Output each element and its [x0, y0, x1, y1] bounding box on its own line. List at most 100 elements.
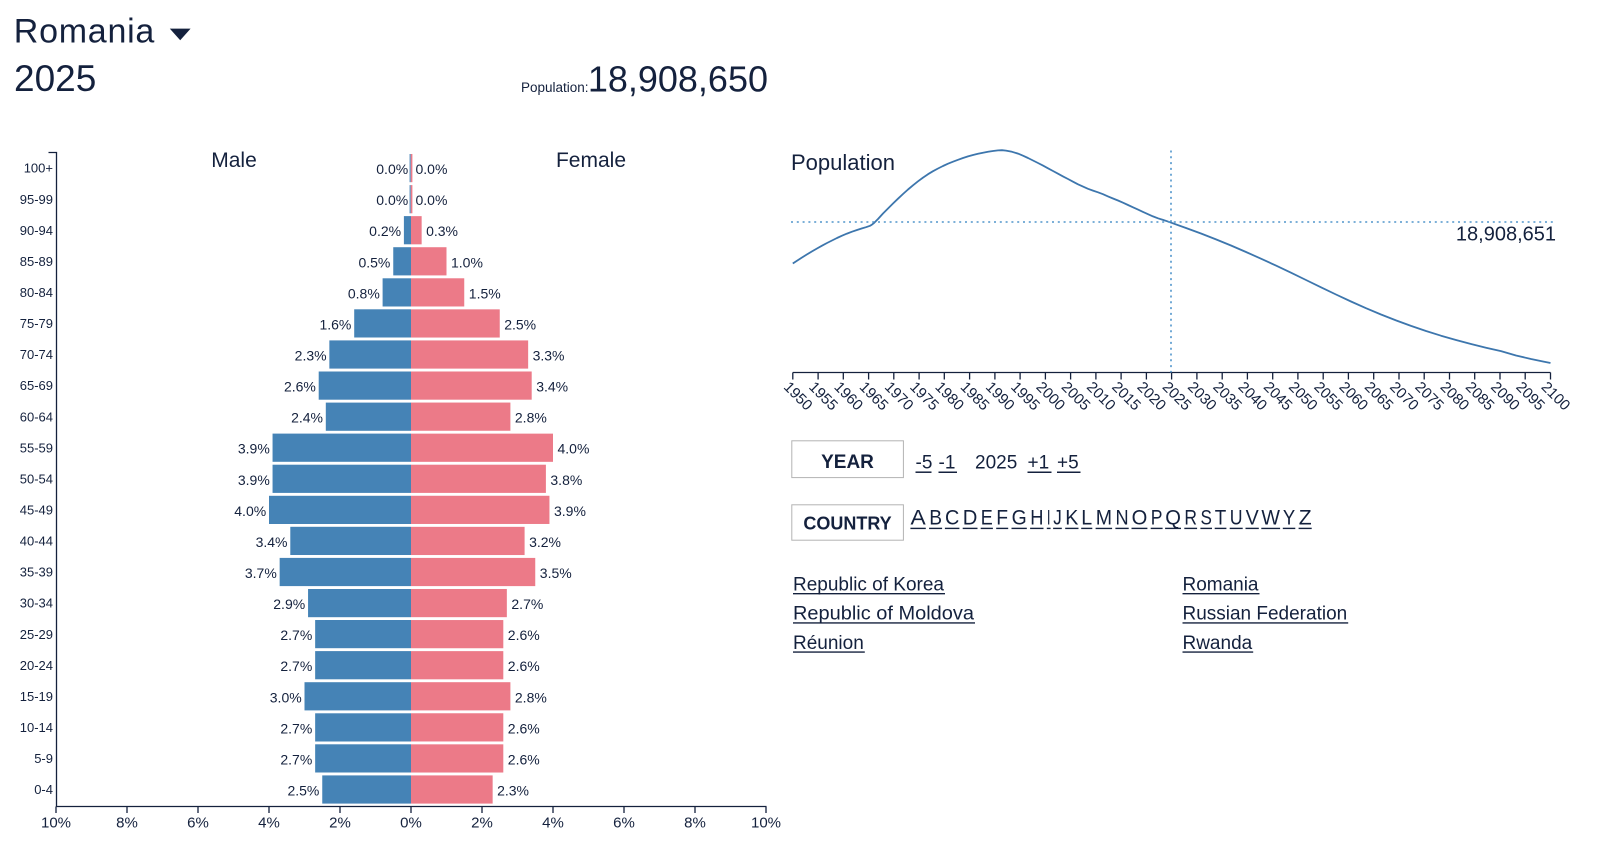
svg-text:3.0%: 3.0%	[270, 689, 302, 705]
svg-text:4%: 4%	[542, 815, 564, 832]
svg-text:2.7%: 2.7%	[280, 627, 312, 643]
svg-text:70-74: 70-74	[20, 347, 53, 362]
svg-text:S: S	[1201, 507, 1212, 530]
svg-text:Q: Q	[1165, 507, 1181, 530]
svg-text:P: P	[1151, 507, 1163, 530]
svg-text:25-29: 25-29	[20, 627, 53, 642]
svg-text:YEAR: YEAR	[821, 452, 874, 473]
svg-text:45-49: 45-49	[20, 503, 53, 518]
svg-text:0.2%: 0.2%	[369, 223, 401, 239]
svg-text:3.2%: 3.2%	[529, 534, 561, 550]
svg-text:40-44: 40-44	[20, 534, 53, 549]
svg-text:2.5%: 2.5%	[504, 316, 536, 332]
svg-text:0.0%: 0.0%	[376, 161, 408, 177]
svg-text:6%: 6%	[613, 815, 635, 832]
svg-text:M: M	[1096, 507, 1112, 530]
svg-text:3.8%: 3.8%	[550, 472, 582, 488]
svg-text:D: D	[963, 507, 978, 530]
svg-text:95-99: 95-99	[20, 192, 53, 207]
svg-text:8%: 8%	[684, 815, 706, 832]
svg-text:1.0%: 1.0%	[451, 254, 483, 270]
svg-text:65-69: 65-69	[20, 378, 53, 393]
svg-text:Y: Y	[1283, 507, 1295, 530]
svg-text:18,908,651: 18,908,651	[1456, 224, 1556, 246]
svg-text:Romania: Romania	[14, 13, 155, 51]
svg-text:J: J	[1053, 507, 1062, 530]
svg-text:2.8%: 2.8%	[515, 410, 547, 426]
svg-text:2.7%: 2.7%	[511, 596, 543, 612]
svg-text:60-64: 60-64	[20, 409, 53, 424]
svg-text:75-79: 75-79	[20, 316, 53, 331]
svg-text:H: H	[1030, 507, 1043, 530]
svg-text:+1: +1	[1028, 452, 1050, 473]
svg-text:1.5%: 1.5%	[469, 285, 501, 301]
svg-text:4%: 4%	[258, 815, 280, 832]
svg-text:3.9%: 3.9%	[554, 503, 586, 519]
svg-text:2.7%: 2.7%	[280, 658, 312, 674]
svg-text:15-19: 15-19	[20, 689, 53, 704]
svg-text:0.0%: 0.0%	[416, 192, 448, 208]
svg-text:4.0%: 4.0%	[234, 503, 266, 519]
svg-text:-1: -1	[939, 452, 956, 473]
svg-text:Russian Federation: Russian Federation	[1183, 604, 1348, 625]
svg-text:K: K	[1065, 507, 1078, 530]
svg-text:2.8%: 2.8%	[515, 689, 547, 705]
svg-text:G: G	[1012, 507, 1027, 530]
svg-text:0.5%: 0.5%	[358, 254, 390, 270]
svg-text:2.6%: 2.6%	[284, 379, 316, 395]
svg-text:B: B	[929, 507, 942, 530]
svg-text:18,908,650: 18,908,650	[588, 59, 768, 100]
svg-text:W: W	[1261, 507, 1280, 530]
svg-text:3.4%: 3.4%	[536, 379, 568, 395]
svg-text:5-9: 5-9	[34, 751, 53, 766]
svg-text:+5: +5	[1057, 452, 1079, 473]
svg-text:3.5%: 3.5%	[540, 565, 572, 581]
svg-text:A: A	[911, 507, 926, 530]
svg-text:Male: Male	[211, 149, 257, 172]
svg-text:Female: Female	[556, 149, 626, 172]
svg-text:2.6%: 2.6%	[508, 627, 540, 643]
svg-text:I: I	[1047, 507, 1051, 530]
svg-text:20-24: 20-24	[20, 658, 53, 673]
svg-text:2.5%: 2.5%	[287, 783, 319, 799]
svg-text:2%: 2%	[329, 815, 351, 832]
svg-text:4.0%: 4.0%	[558, 441, 590, 457]
svg-text:30-34: 30-34	[20, 596, 53, 611]
svg-text:Romania: Romania	[1183, 575, 1259, 596]
svg-text:2.9%: 2.9%	[273, 596, 305, 612]
svg-text:Population:: Population:	[521, 80, 589, 95]
svg-text:8%: 8%	[116, 815, 138, 832]
svg-text:80-84: 80-84	[20, 285, 53, 300]
svg-text:T: T	[1215, 507, 1227, 530]
svg-text:3.9%: 3.9%	[238, 472, 270, 488]
svg-text:F: F	[996, 507, 1008, 530]
svg-text:10%: 10%	[41, 815, 71, 832]
svg-text:6%: 6%	[187, 815, 209, 832]
svg-text:Z: Z	[1299, 507, 1312, 530]
svg-text:0.0%: 0.0%	[376, 192, 408, 208]
svg-text:2.4%: 2.4%	[291, 410, 323, 426]
svg-text:3.9%: 3.9%	[238, 441, 270, 457]
svg-text:2.7%: 2.7%	[280, 751, 312, 767]
svg-text:-5: -5	[916, 452, 933, 473]
svg-text:85-89: 85-89	[20, 254, 53, 269]
svg-text:2.3%: 2.3%	[497, 783, 529, 799]
svg-text:3.3%: 3.3%	[533, 348, 565, 364]
svg-text:10%: 10%	[751, 815, 781, 832]
svg-text:N: N	[1116, 507, 1129, 530]
svg-text:V: V	[1246, 507, 1259, 530]
svg-text:2%: 2%	[471, 815, 493, 832]
svg-text:2.6%: 2.6%	[508, 720, 540, 736]
svg-text:2.7%: 2.7%	[280, 720, 312, 736]
svg-text:Republic of Korea: Republic of Korea	[793, 575, 944, 596]
svg-text:O: O	[1132, 507, 1148, 530]
svg-text:0%: 0%	[400, 815, 422, 832]
svg-text:U: U	[1230, 507, 1243, 530]
svg-text:2025: 2025	[14, 58, 96, 99]
svg-text:50-54: 50-54	[20, 471, 53, 486]
svg-text:E: E	[981, 507, 993, 530]
svg-text:55-59: 55-59	[20, 440, 53, 455]
svg-text:COUNTRY: COUNTRY	[803, 514, 891, 534]
svg-text:C: C	[945, 507, 959, 530]
svg-text:2.6%: 2.6%	[508, 658, 540, 674]
